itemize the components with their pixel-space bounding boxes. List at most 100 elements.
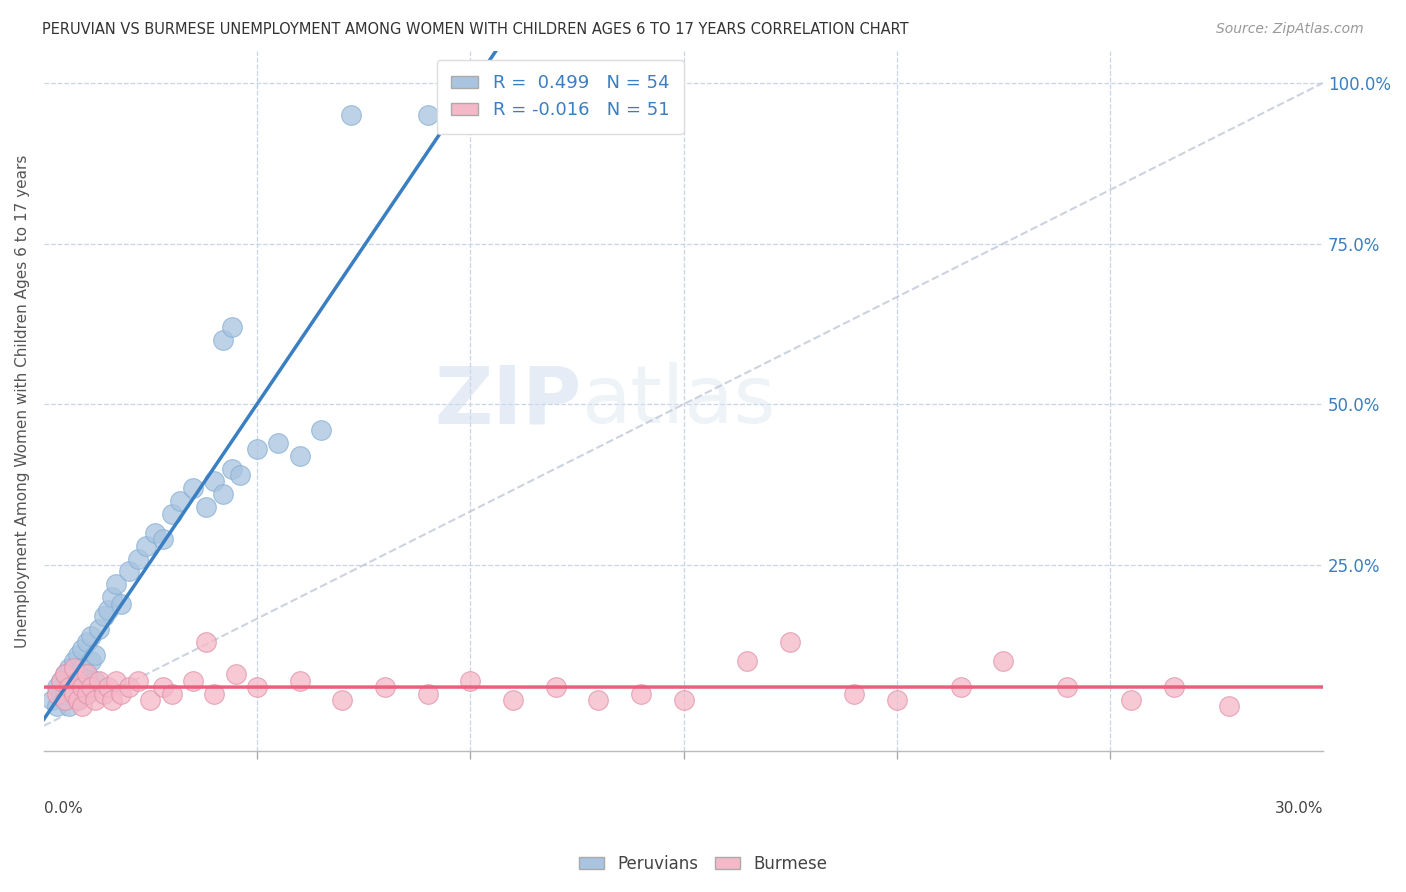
Point xyxy=(80,680,103,694)
Point xyxy=(97,603,120,617)
Text: PERUVIAN VS BURMESE UNEMPLOYMENT AMONG WOMEN WITH CHILDREN AGES 6 TO 17 YEARS CO: PERUVIAN VS BURMESE UNEMPLOYMENT AMONG W… xyxy=(42,22,908,37)
Point xyxy=(586,693,609,707)
Text: 0.0%: 0.0% xyxy=(44,800,83,815)
Point xyxy=(127,673,149,688)
Point xyxy=(152,533,174,547)
Text: Source: ZipAtlas.com: Source: ZipAtlas.com xyxy=(1216,22,1364,37)
Point xyxy=(118,680,141,694)
Point xyxy=(58,661,80,675)
Text: atlas: atlas xyxy=(581,362,776,440)
Point xyxy=(332,693,354,707)
Point xyxy=(58,680,80,694)
Point xyxy=(416,108,439,122)
Point xyxy=(152,680,174,694)
Point xyxy=(66,673,89,688)
Point xyxy=(49,673,72,688)
Point xyxy=(204,475,226,489)
Text: ZIP: ZIP xyxy=(434,362,581,440)
Point xyxy=(737,655,759,669)
Point xyxy=(49,687,72,701)
Point xyxy=(630,687,652,701)
Point xyxy=(53,693,76,707)
Point xyxy=(62,673,84,688)
Point xyxy=(105,577,128,591)
Point xyxy=(53,667,76,681)
Point xyxy=(53,687,76,701)
Point xyxy=(72,641,94,656)
Text: 30.0%: 30.0% xyxy=(1275,800,1323,815)
Point xyxy=(212,333,235,347)
Point xyxy=(246,680,269,694)
Point xyxy=(1218,699,1240,714)
Point xyxy=(45,680,67,694)
Point xyxy=(110,597,132,611)
Point xyxy=(72,699,94,714)
Point xyxy=(212,487,235,501)
Point xyxy=(101,590,124,604)
Point xyxy=(993,655,1015,669)
Point xyxy=(340,108,363,122)
Point xyxy=(93,687,115,701)
Point xyxy=(181,481,204,495)
Point xyxy=(76,667,98,681)
Point xyxy=(416,687,439,701)
Point xyxy=(62,661,84,675)
Point xyxy=(76,667,98,681)
Point xyxy=(139,693,162,707)
Point xyxy=(118,565,141,579)
Point xyxy=(76,687,98,701)
Point xyxy=(72,680,94,694)
Point xyxy=(66,648,89,662)
Legend: Peruvians, Burmese: Peruvians, Burmese xyxy=(572,848,834,880)
Point xyxy=(72,661,94,675)
Point xyxy=(672,693,695,707)
Point xyxy=(246,442,269,457)
Point xyxy=(66,667,89,681)
Point xyxy=(502,693,524,707)
Point xyxy=(72,680,94,694)
Point xyxy=(1121,693,1143,707)
Y-axis label: Unemployment Among Women with Children Ages 6 to 17 years: Unemployment Among Women with Children A… xyxy=(15,154,30,648)
Point xyxy=(127,551,149,566)
Legend: R =  0.499   N = 54, R = -0.016   N = 51: R = 0.499 N = 54, R = -0.016 N = 51 xyxy=(437,60,683,134)
Point xyxy=(886,693,908,707)
Point xyxy=(160,507,183,521)
Point xyxy=(66,693,89,707)
Point xyxy=(160,687,183,701)
Point xyxy=(204,687,226,701)
Point xyxy=(58,680,80,694)
Point xyxy=(97,680,120,694)
Point xyxy=(135,539,157,553)
Point xyxy=(225,667,247,681)
Point xyxy=(49,673,72,688)
Point xyxy=(89,623,111,637)
Point xyxy=(143,525,166,540)
Point xyxy=(194,635,217,649)
Point xyxy=(374,680,396,694)
Point xyxy=(53,693,76,707)
Point xyxy=(58,699,80,714)
Point xyxy=(544,680,567,694)
Point xyxy=(110,687,132,701)
Point xyxy=(53,667,76,681)
Point xyxy=(221,320,243,334)
Point xyxy=(76,687,98,701)
Point xyxy=(1056,680,1078,694)
Point xyxy=(181,673,204,688)
Point xyxy=(458,673,481,688)
Point xyxy=(842,687,865,701)
Point xyxy=(288,673,311,688)
Point xyxy=(84,648,107,662)
Point xyxy=(76,635,98,649)
Point xyxy=(45,687,67,701)
Point xyxy=(105,673,128,688)
Point xyxy=(84,693,107,707)
Point xyxy=(949,680,972,694)
Point xyxy=(93,609,115,624)
Point xyxy=(194,500,217,515)
Point xyxy=(267,435,290,450)
Point xyxy=(169,493,191,508)
Point xyxy=(84,673,107,688)
Point xyxy=(779,635,801,649)
Point xyxy=(62,687,84,701)
